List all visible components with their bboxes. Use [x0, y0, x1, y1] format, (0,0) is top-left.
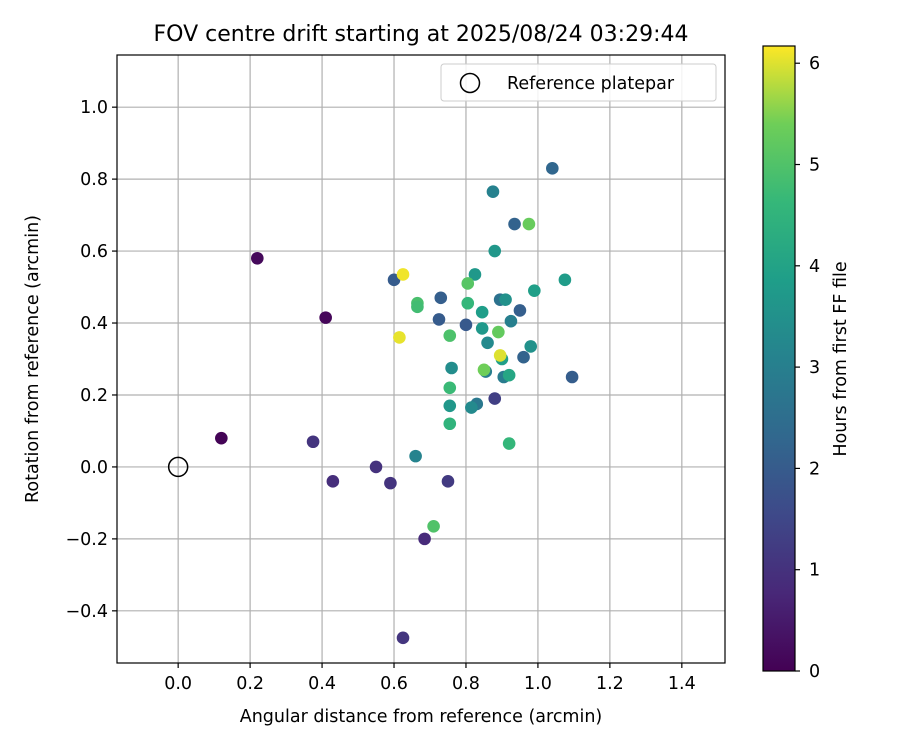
x-tick-label: 1.2: [596, 674, 624, 694]
colorbar-tick-label: 3: [809, 358, 820, 378]
data-point: [546, 162, 559, 175]
data-point: [369, 460, 383, 474]
data-point: [306, 435, 320, 449]
reference-point: [167, 456, 189, 478]
x-tick-label: 0.0: [164, 674, 192, 694]
x-tick-label: 1.4: [668, 674, 696, 694]
data-point: [502, 437, 516, 450]
data-point: [477, 363, 491, 377]
data-point: [465, 401, 478, 414]
colorbar-label: Hours from first FF file: [831, 261, 851, 456]
y-tick-label: 0.4: [80, 314, 108, 334]
data-point: [486, 185, 500, 199]
data-point: [481, 336, 494, 350]
data-point: [558, 273, 572, 287]
data-point: [443, 329, 457, 342]
data-point: [475, 305, 489, 319]
colorbar-tick-label: 5: [809, 156, 820, 176]
data-point: [504, 314, 518, 328]
data-point: [528, 284, 541, 297]
x-tick-label: 0.4: [308, 674, 336, 694]
data-point: [524, 340, 538, 353]
data-point: [517, 350, 530, 364]
y-axis-label: Rotation from reference (arcmin): [23, 215, 43, 503]
data-point: [468, 268, 482, 281]
data-point: [434, 291, 448, 305]
x-axis-label: Angular distance from reference (arcmin): [240, 707, 603, 727]
chart-title: FOV centre drift starting at 2025/08/24 …: [154, 22, 689, 47]
colorbar-ticks: 0 1 2 3 4 5 6: [795, 54, 820, 682]
plot-frame: [116, 54, 726, 664]
data-point: [427, 519, 440, 533]
data-point: [409, 449, 422, 463]
data-point: [488, 392, 502, 405]
y-tick-label: 0.8: [80, 170, 108, 190]
data-point: [493, 349, 507, 362]
data-point: [461, 296, 475, 310]
data-point: [492, 325, 505, 339]
data-point: [326, 475, 340, 488]
data-point: [443, 417, 457, 431]
legend-label: Reference platepar: [507, 74, 675, 94]
data-point: [461, 277, 475, 290]
y-tick-label: 1.0: [80, 98, 108, 118]
legend: Reference platepar: [440, 63, 717, 102]
data-point: [445, 361, 458, 375]
legend-box: [440, 63, 717, 102]
colorbar-tick-label: 4: [809, 257, 820, 277]
y-tick-label: 0.2: [80, 386, 108, 406]
data-point: [502, 368, 516, 382]
data-point: [441, 475, 455, 488]
colorbar: 0 1 2 3 4 5 6 Hours from first FF file: [762, 45, 851, 682]
x-tick-label: 1.0: [524, 674, 552, 694]
data-point: [459, 318, 473, 332]
data-point: [384, 476, 397, 490]
grid: [117, 55, 725, 663]
colorbar-tick-label: 6: [809, 54, 820, 74]
data-point: [488, 244, 502, 258]
legend-marker: [459, 72, 481, 94]
y-axis-ticks: −0.4 −0.2 0.0 0.2 0.4 0.6 0.8 1.0: [66, 98, 117, 622]
data-point: [393, 331, 406, 344]
x-axis-ticks: 0.0 0.2 0.4 0.6 0.8 1.0 1.2 1.4: [164, 663, 696, 694]
x-tick-label: 0.6: [380, 674, 408, 694]
data-point: [432, 313, 446, 326]
data-point: [396, 268, 410, 281]
colorbar-tick-label: 0: [809, 662, 820, 682]
y-tick-label: 0.0: [80, 458, 108, 478]
data-points: [215, 162, 579, 645]
y-tick-label: −0.4: [66, 602, 109, 622]
data-point: [443, 381, 457, 395]
data-point: [418, 532, 431, 546]
data-point: [411, 300, 424, 314]
data-point: [565, 370, 579, 384]
data-point: [475, 322, 489, 335]
colorbar-tick-label: 1: [809, 561, 820, 581]
data-point: [319, 311, 332, 324]
x-tick-label: 0.8: [452, 674, 480, 694]
data-point: [396, 631, 410, 645]
data-point: [513, 304, 527, 317]
y-tick-label: −0.2: [66, 530, 109, 550]
data-point: [522, 217, 536, 231]
colorbar-tick-label: 2: [809, 459, 820, 479]
colorbar-gradient: [762, 45, 796, 672]
data-point: [251, 251, 264, 265]
data-point: [499, 293, 512, 306]
x-tick-label: 0.2: [236, 674, 264, 694]
data-point: [443, 399, 457, 413]
data-point: [508, 217, 521, 231]
y-tick-label: 0.6: [80, 242, 108, 262]
data-point: [215, 431, 228, 445]
